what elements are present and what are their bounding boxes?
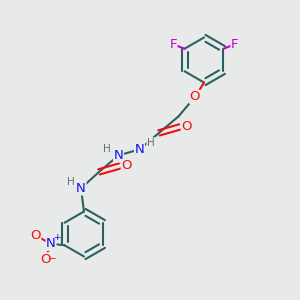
Text: F: F: [231, 38, 238, 51]
Text: O: O: [181, 120, 192, 134]
Text: O: O: [121, 159, 132, 172]
Text: H: H: [147, 138, 155, 148]
Text: O: O: [40, 253, 51, 266]
Text: O: O: [30, 229, 41, 242]
Text: N: N: [46, 237, 56, 250]
Text: +: +: [53, 233, 61, 242]
Text: O: O: [190, 90, 200, 104]
Text: N: N: [135, 143, 144, 156]
Text: H: H: [103, 144, 111, 154]
Text: −: −: [48, 254, 57, 264]
Text: H: H: [67, 177, 74, 187]
Text: F: F: [169, 38, 177, 51]
Text: N: N: [114, 149, 123, 162]
Text: N: N: [76, 182, 86, 195]
